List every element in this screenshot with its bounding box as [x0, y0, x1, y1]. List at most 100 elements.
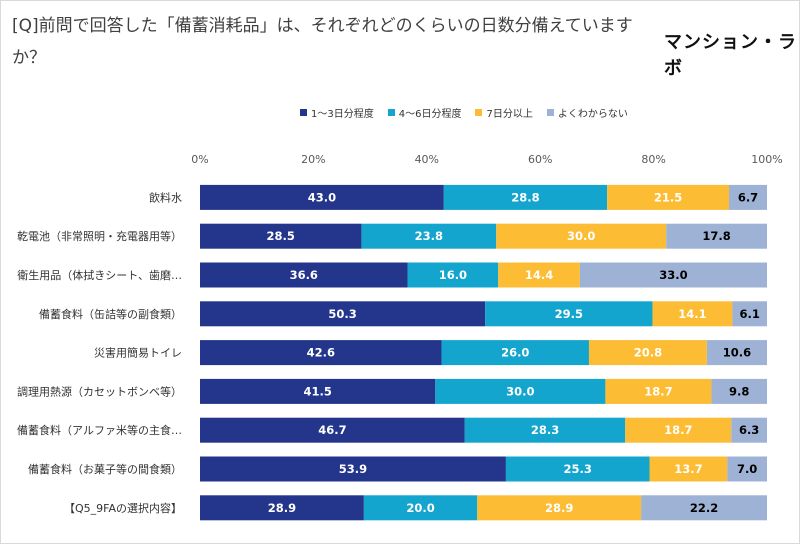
x-tick-label-3: 60%: [528, 153, 552, 166]
bar-1-3-days-1: [200, 223, 362, 249]
category-label-8: 【Q5_9FAの選択内容】: [64, 501, 182, 515]
bar-7-days-plus-2: [498, 262, 580, 288]
bar-unknown-6: [731, 417, 767, 443]
bar-unknown-2: [579, 262, 767, 288]
data-label-7-days-plus-8: 28.9: [545, 501, 573, 515]
data-label-unknown-6: 6.3: [739, 423, 759, 437]
category-label-7: 備蓄食料（お菓子等の間食類）: [28, 462, 182, 476]
bar-1-3-days-5: [200, 378, 436, 404]
data-label-unknown-1: 17.8: [702, 229, 730, 243]
chart-title: [Q]前問で回答した「備蓄消耗品」は、それぞれどのくらいの日数分備えていますか？: [12, 16, 633, 68]
legend-swatch-1: [300, 108, 307, 116]
data-label-4-6-days-4: 26.0: [501, 346, 529, 360]
data-label-4-6-days-3: 29.5: [555, 307, 583, 321]
legend-swatch-4: [546, 108, 554, 116]
data-label-4-6-days-7: 25.3: [564, 462, 592, 476]
data-label-1-3-days-2: 36.6: [290, 268, 318, 282]
bar-7-days-plus-5: [605, 378, 712, 404]
x-tick-label-5: 100%: [751, 153, 782, 166]
bar-7-days-plus-6: [625, 417, 732, 443]
data-label-1-3-days-6: 46.7: [318, 423, 346, 437]
data-label-7-days-plus-6: 18.7: [664, 423, 692, 437]
bar-1-3-days-2: [200, 262, 408, 288]
data-label-4-6-days-8: 20.0: [406, 501, 434, 515]
category-label-6: 備蓄食料（アルファ米等の主食…: [17, 423, 182, 437]
data-label-1-3-days-5: 41.5: [303, 384, 331, 398]
category-label-1: 乾電池（非常照明・充電器用等）: [17, 229, 182, 243]
data-label-unknown-5: 9.8: [729, 384, 749, 398]
bar-4-6-days-2: [407, 262, 499, 288]
data-label-4-6-days-2: 16.0: [439, 268, 467, 282]
bar-1-3-days-3: [200, 301, 486, 327]
bar-unknown-5: [711, 378, 767, 404]
data-label-7-days-plus-0: 21.5: [654, 190, 682, 204]
bar-1-3-days-7: [200, 456, 506, 482]
category-label-5: 調理用熱源（カセットボンベ等）: [17, 384, 182, 398]
bar-4-6-days-5: [435, 378, 606, 404]
bar-7-days-plus-4: [588, 340, 707, 366]
data-label-1-3-days-7: 53.9: [339, 462, 367, 476]
bar-1-3-days-6: [200, 417, 465, 443]
brand-logo: マンション・ラボ: [664, 32, 797, 79]
data-label-unknown-2: 33.0: [659, 268, 687, 282]
bar-unknown-8: [641, 495, 767, 521]
data-label-1-3-days-8: 28.9: [268, 501, 296, 515]
bar-unknown-0: [729, 184, 767, 210]
bar-4-6-days-6: [464, 417, 626, 443]
data-label-unknown-4: 10.6: [723, 346, 751, 360]
category-label-4: 災害用簡易トイレ: [94, 346, 182, 360]
data-label-7-days-plus-2: 14.4: [525, 268, 553, 282]
category-label-2: 衛生用品（体拭きシート、歯磨…: [17, 268, 182, 282]
x-tick-label-4: 80%: [641, 153, 665, 166]
data-label-7-days-plus-4: 20.8: [634, 346, 662, 360]
category-label-3: 備蓄食料（缶詰等の副食類）: [39, 307, 182, 321]
x-tick-label-0: 0%: [191, 153, 208, 166]
legend-item-3: 7日分以上: [475, 105, 533, 120]
bar-4-6-days-3: [485, 301, 653, 327]
bar-1-3-days-8: [200, 495, 364, 521]
chart-legend: 1～3日分程度 4～6日分程度 7日分以上 よくわからない: [300, 104, 642, 120]
bar-4-6-days-7: [505, 456, 650, 482]
category-label-0: 飲料水: [149, 190, 182, 204]
bar-7-days-plus-7: [649, 456, 728, 482]
data-label-unknown-8: 22.2: [690, 501, 718, 515]
data-label-7-days-plus-5: 18.7: [644, 384, 672, 398]
data-label-1-3-days-3: 50.3: [328, 307, 356, 321]
bar-unknown-4: [706, 340, 767, 366]
bar-1-3-days-4: [200, 340, 442, 366]
data-label-7-days-plus-7: 13.7: [674, 462, 702, 476]
data-label-7-days-plus-3: 14.1: [678, 307, 706, 321]
data-label-4-6-days-1: 23.8: [415, 229, 443, 243]
legend-item-4: よくわからない: [546, 105, 628, 120]
data-label-4-6-days-6: 28.3: [531, 423, 559, 437]
bar-7-days-plus-1: [496, 223, 667, 249]
legend-label-1: 1～3日分程度: [311, 108, 374, 120]
bar-7-days-plus-8: [477, 495, 642, 521]
legend-label-4: よくわからない: [557, 108, 628, 120]
bar-7-days-plus-0: [607, 184, 730, 210]
data-label-1-3-days-0: 43.0: [308, 190, 336, 204]
data-label-7-days-plus-1: 30.0: [567, 229, 595, 243]
bar-4-6-days-8: [363, 495, 478, 521]
data-label-1-3-days-1: 28.5: [267, 229, 295, 243]
x-tick-label-1: 20%: [301, 153, 325, 166]
legend-swatch-3: [475, 108, 483, 116]
bar-4-6-days-4: [441, 340, 589, 366]
bar-1-3-days-0: [200, 184, 444, 210]
data-label-1-3-days-4: 42.6: [307, 346, 335, 360]
data-label-4-6-days-5: 30.0: [506, 384, 534, 398]
legend-item-1: 1～3日分程度: [300, 105, 374, 120]
bar-4-6-days-0: [443, 184, 608, 210]
bar-unknown-1: [666, 223, 767, 249]
legend-swatch-2: [387, 108, 395, 116]
data-label-unknown-7: 7.0: [737, 462, 757, 476]
legend-label-3: 7日分以上: [486, 108, 533, 120]
bar-unknown-3: [732, 301, 767, 327]
data-label-unknown-3: 6.1: [740, 307, 760, 321]
legend-item-2: 4～6日分程度: [387, 105, 462, 120]
x-tick-label-2: 40%: [415, 153, 439, 166]
legend-label-2: 4～6日分程度: [398, 108, 462, 120]
bar-unknown-7: [727, 456, 767, 482]
data-label-unknown-0: 6.7: [738, 190, 758, 204]
